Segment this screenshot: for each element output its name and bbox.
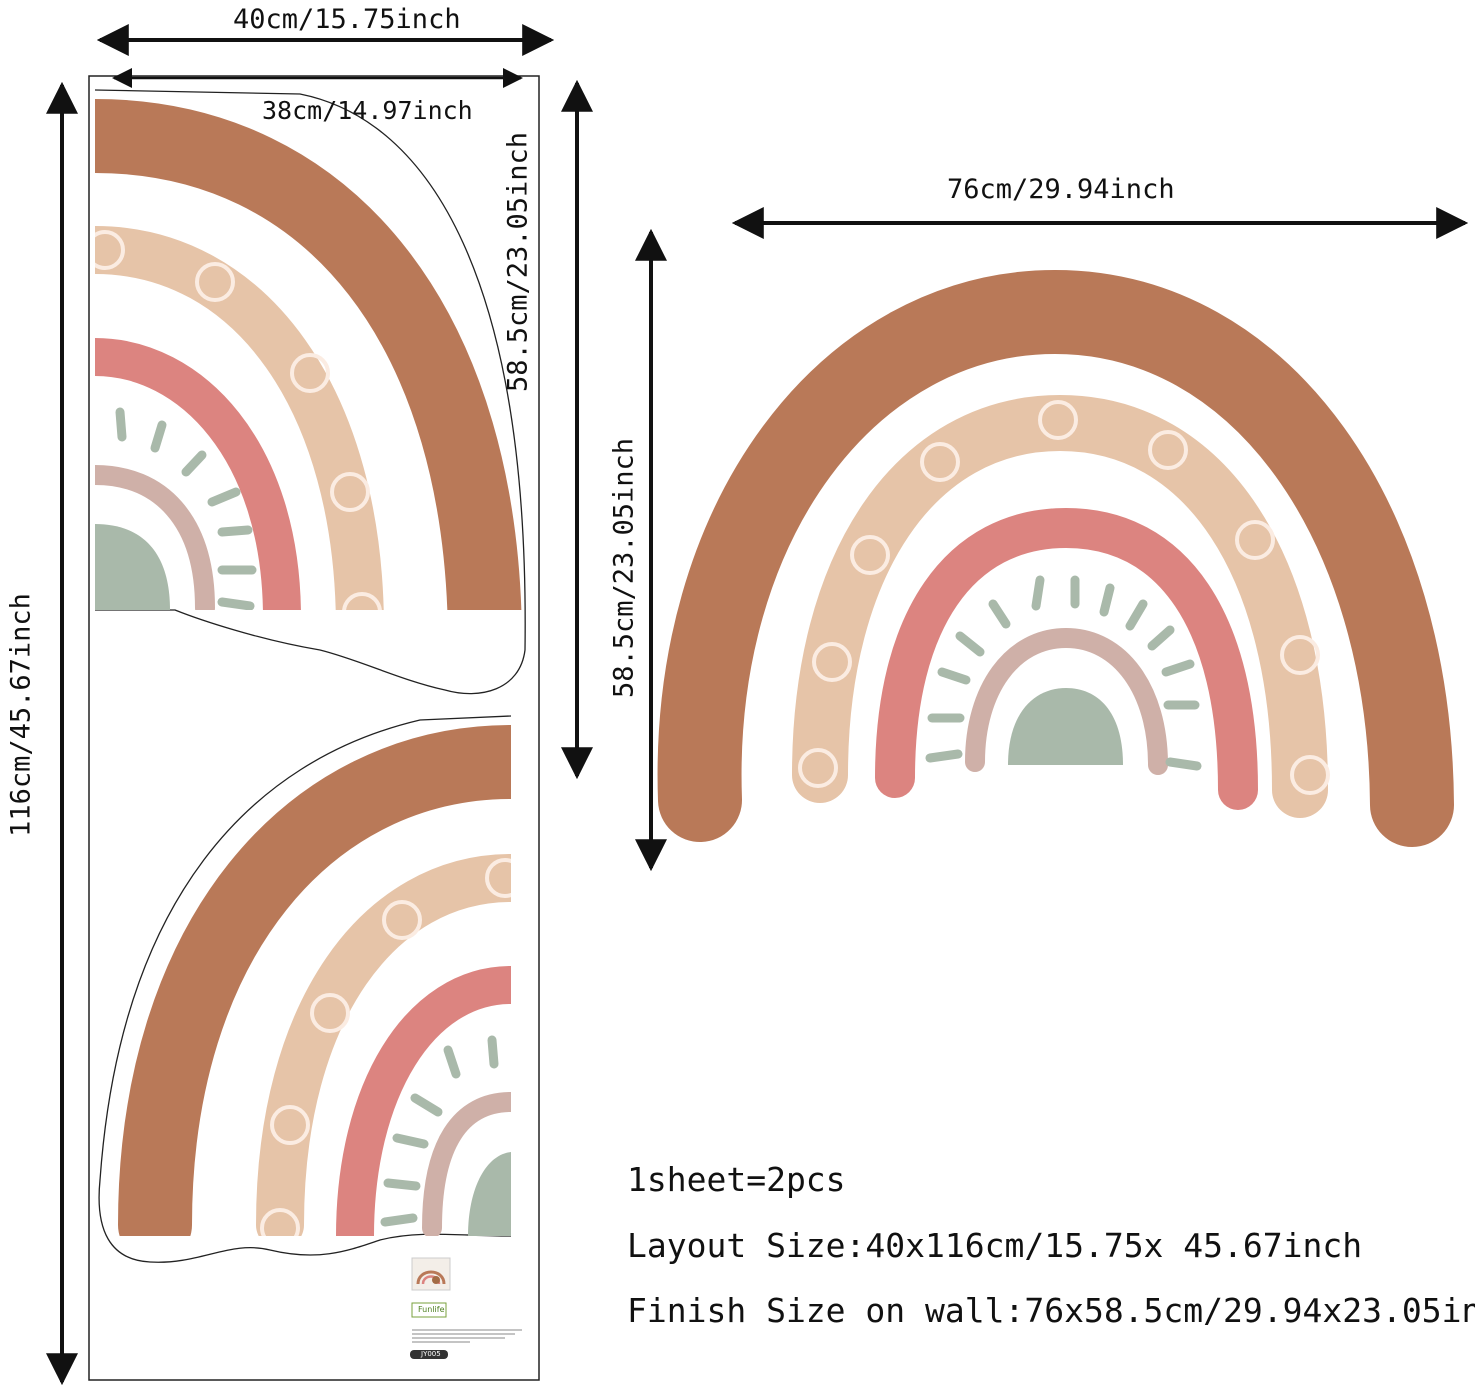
label-brand: Funlife (418, 1305, 445, 1314)
bottom-brown-band (118, 725, 511, 1236)
bottom-half-sticker (98, 715, 512, 1263)
finished-rainbow (657, 269, 1454, 847)
product-label (410, 1257, 522, 1359)
top-half-sticker (94, 89, 526, 695)
finish-sun-rays (925, 575, 1202, 771)
info-sheet-count: 1sheet=2pcs (627, 1160, 846, 1199)
layout-width-label: 40cm/15.75inch (233, 4, 461, 35)
finish-height-label: 58.5cm/23.05inch (608, 437, 640, 699)
finish-sage-dome (1008, 688, 1123, 765)
top-mauve-band (95, 465, 215, 610)
sticker-width-label: 38cm/14.97inch (262, 96, 473, 125)
finish-mauve-band (965, 627, 1168, 775)
bottom-mauve-band (422, 1092, 511, 1236)
top-pink-band (95, 338, 301, 610)
layout-height-label: 116cm/45.67inch (5, 593, 37, 837)
info-layout-size: Layout Size:40x116cm/15.75x 45.67inch (627, 1226, 1363, 1265)
finish-pink-band (875, 507, 1258, 810)
bottom-pink-band (336, 966, 511, 1236)
top-peach-rings (95, 230, 382, 610)
finish-peach-rings (798, 400, 1330, 795)
info-finish-size: Finish Size on wall:76x58.5cm/29.94x23.0… (627, 1291, 1475, 1330)
top-sage-dome (95, 524, 170, 610)
finish-width-label: 76cm/29.94inch (947, 174, 1175, 205)
top-sun-rays (115, 407, 257, 610)
sticker-height-label: 58.5cm/23.05inch (502, 131, 534, 393)
top-brown-band (95, 99, 522, 610)
top-peach-band (95, 226, 384, 610)
bottom-sun-rays (380, 1035, 499, 1227)
bottom-sage-dome (468, 1152, 511, 1236)
finish-brown-band (657, 269, 1454, 847)
label-code: JY005 (421, 1350, 441, 1358)
bottom-peach-rings (260, 858, 511, 1236)
finish-peach-band (792, 394, 1328, 818)
